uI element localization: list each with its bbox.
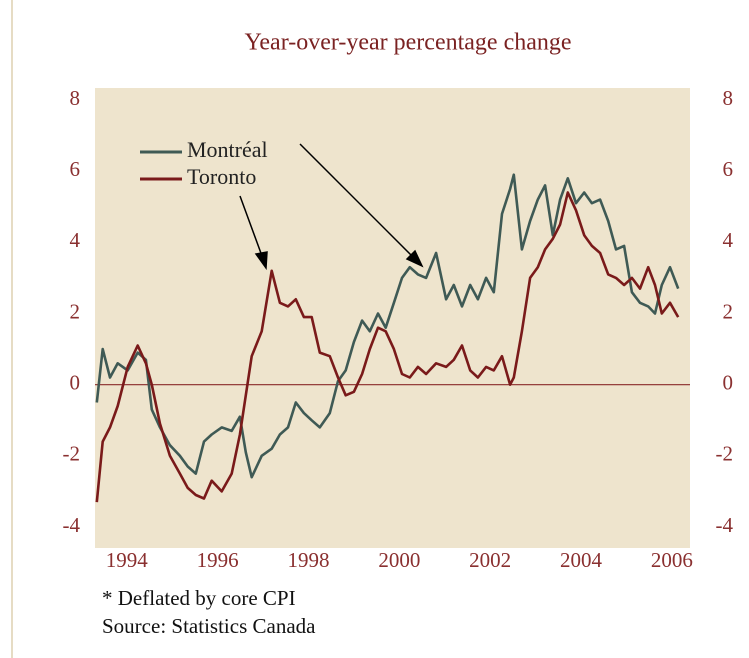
source-note: Source: Statistics Canada — [102, 614, 316, 638]
x-tick-label: 2002 — [469, 548, 511, 572]
y2-tick-label: -4 — [716, 513, 734, 537]
x-tick-label: 1994 — [106, 548, 149, 572]
y2-tick-label: 8 — [723, 86, 734, 110]
chart-title: Year-over-year percentage change — [244, 30, 571, 56]
footnote: * Deflated by core CPI — [102, 586, 296, 610]
y2-tick-label: -2 — [716, 442, 734, 466]
legend-label: Toronto — [187, 164, 256, 189]
y-tick-label: 4 — [70, 228, 81, 252]
legend-label: Montréal — [187, 137, 268, 162]
x-tick-label: 2004 — [560, 548, 603, 572]
x-tick-label: 2000 — [378, 548, 420, 572]
annotation-arrows — [239, 143, 424, 271]
y-tick-label: 2 — [70, 299, 81, 323]
y-tick-label: 0 — [70, 370, 81, 394]
y-tick-label: 8 — [70, 86, 81, 110]
y2-tick-label: 4 — [723, 228, 734, 252]
y2-tick-label: 6 — [723, 157, 734, 181]
series-line — [95, 191, 680, 503]
x-tick-label: 2006 — [651, 548, 693, 572]
y-tick-label: -2 — [63, 442, 81, 466]
y-tick-label: 6 — [70, 157, 81, 181]
y2-tick-label: 0 — [723, 370, 734, 394]
y2-tick-label: 2 — [723, 299, 734, 323]
series-line — [95, 173, 680, 479]
y-tick-label: -4 — [63, 513, 81, 537]
x-tick-label: 1998 — [287, 548, 329, 572]
x-tick-label: 1996 — [197, 548, 239, 572]
